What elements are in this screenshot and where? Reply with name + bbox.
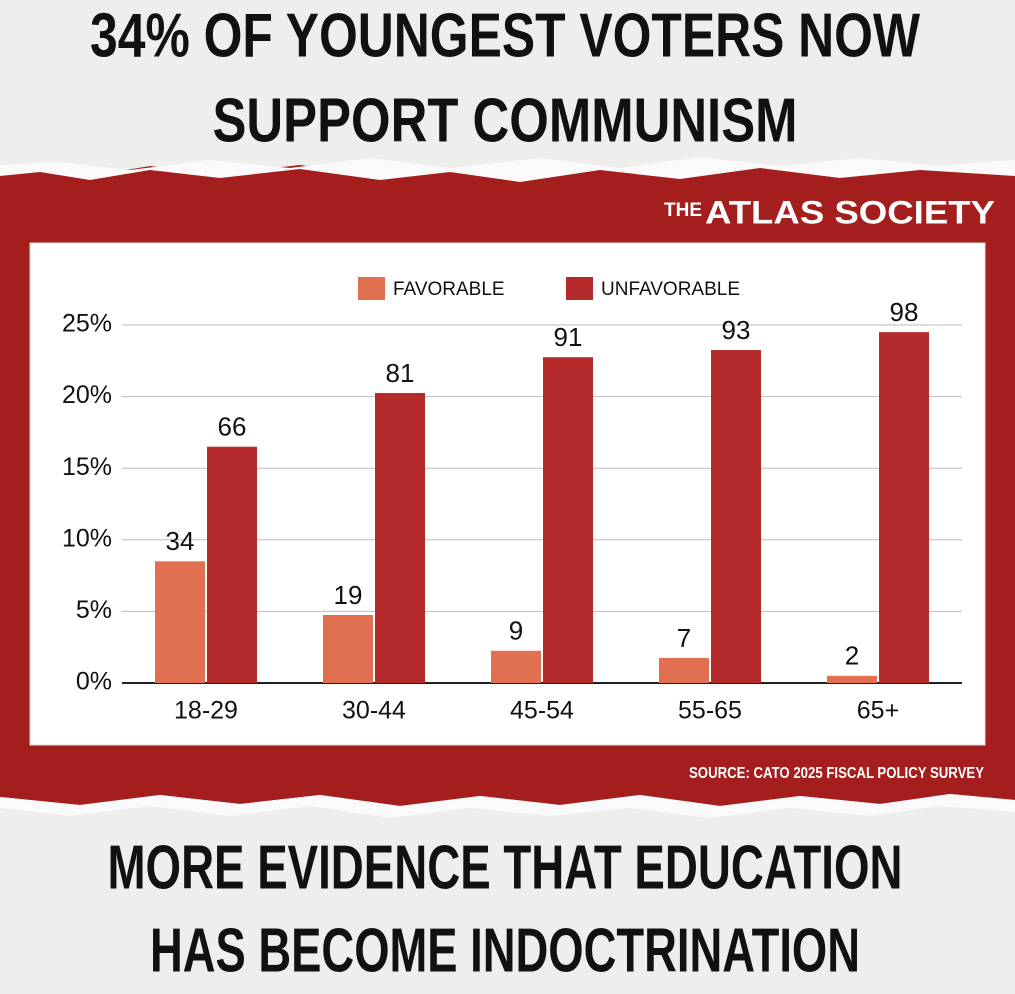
value-label: 66 <box>218 412 247 442</box>
bar <box>207 446 257 683</box>
value-label: 7 <box>677 623 691 653</box>
brand-name: ATLAS SOCIETY <box>705 194 995 230</box>
y-tick-label: 25% <box>62 310 112 338</box>
y-tick-label: 5% <box>76 596 112 624</box>
x-tick-label: 45-54 <box>510 697 574 725</box>
legend-swatch <box>358 277 385 300</box>
value-label: 9 <box>509 616 523 646</box>
legend-label: UNFAVORABLE <box>601 279 740 300</box>
value-label: 93 <box>722 315 751 345</box>
brand-prefix: THE <box>664 200 702 221</box>
bar <box>491 650 541 683</box>
value-label: 19 <box>334 580 363 610</box>
y-tick-label: 10% <box>62 524 112 552</box>
bar <box>827 675 877 683</box>
bar <box>543 357 593 683</box>
x-tick-label: 55-65 <box>678 697 742 725</box>
x-tick-label: 30-44 <box>342 697 406 725</box>
value-label: 81 <box>386 358 415 388</box>
plot: 0% 5% 10% 15% 20% 25% FAVORABLE UNFAVORABLE 18-2… <box>62 277 962 725</box>
headline: 34% OF YOUNGEST VOTERS NOW <box>90 1 920 70</box>
source: SOURCE: CATO 2025 FISCAL POLICY SURVEY <box>689 765 984 782</box>
bar <box>155 561 205 683</box>
legend-swatch <box>566 277 593 300</box>
tagline: HAS BECOME INDOCTRINATION <box>150 916 860 985</box>
value-label: 91 <box>554 322 583 352</box>
torn-edge <box>0 794 1015 818</box>
x-tick-label: 65+ <box>857 697 899 725</box>
legend-label: FAVORABLE <box>393 279 505 300</box>
bar <box>711 350 761 683</box>
bar <box>323 614 373 683</box>
headline: SUPPORT COMMUNISM <box>213 86 798 155</box>
bar <box>659 657 709 683</box>
x-tick-label: 18-29 <box>174 697 238 725</box>
y-tick-label: 0% <box>76 668 112 696</box>
torn-edge <box>0 157 1015 182</box>
value-label: 98 <box>890 297 919 327</box>
value-label: 2 <box>845 641 859 671</box>
bar <box>375 393 425 683</box>
y-tick-label: 20% <box>62 381 112 409</box>
bar <box>879 332 929 683</box>
y-tick-label: 15% <box>62 453 112 481</box>
tagline: MORE EVIDENCE THAT EDUCATION <box>108 833 903 902</box>
value-label: 34 <box>166 526 195 556</box>
